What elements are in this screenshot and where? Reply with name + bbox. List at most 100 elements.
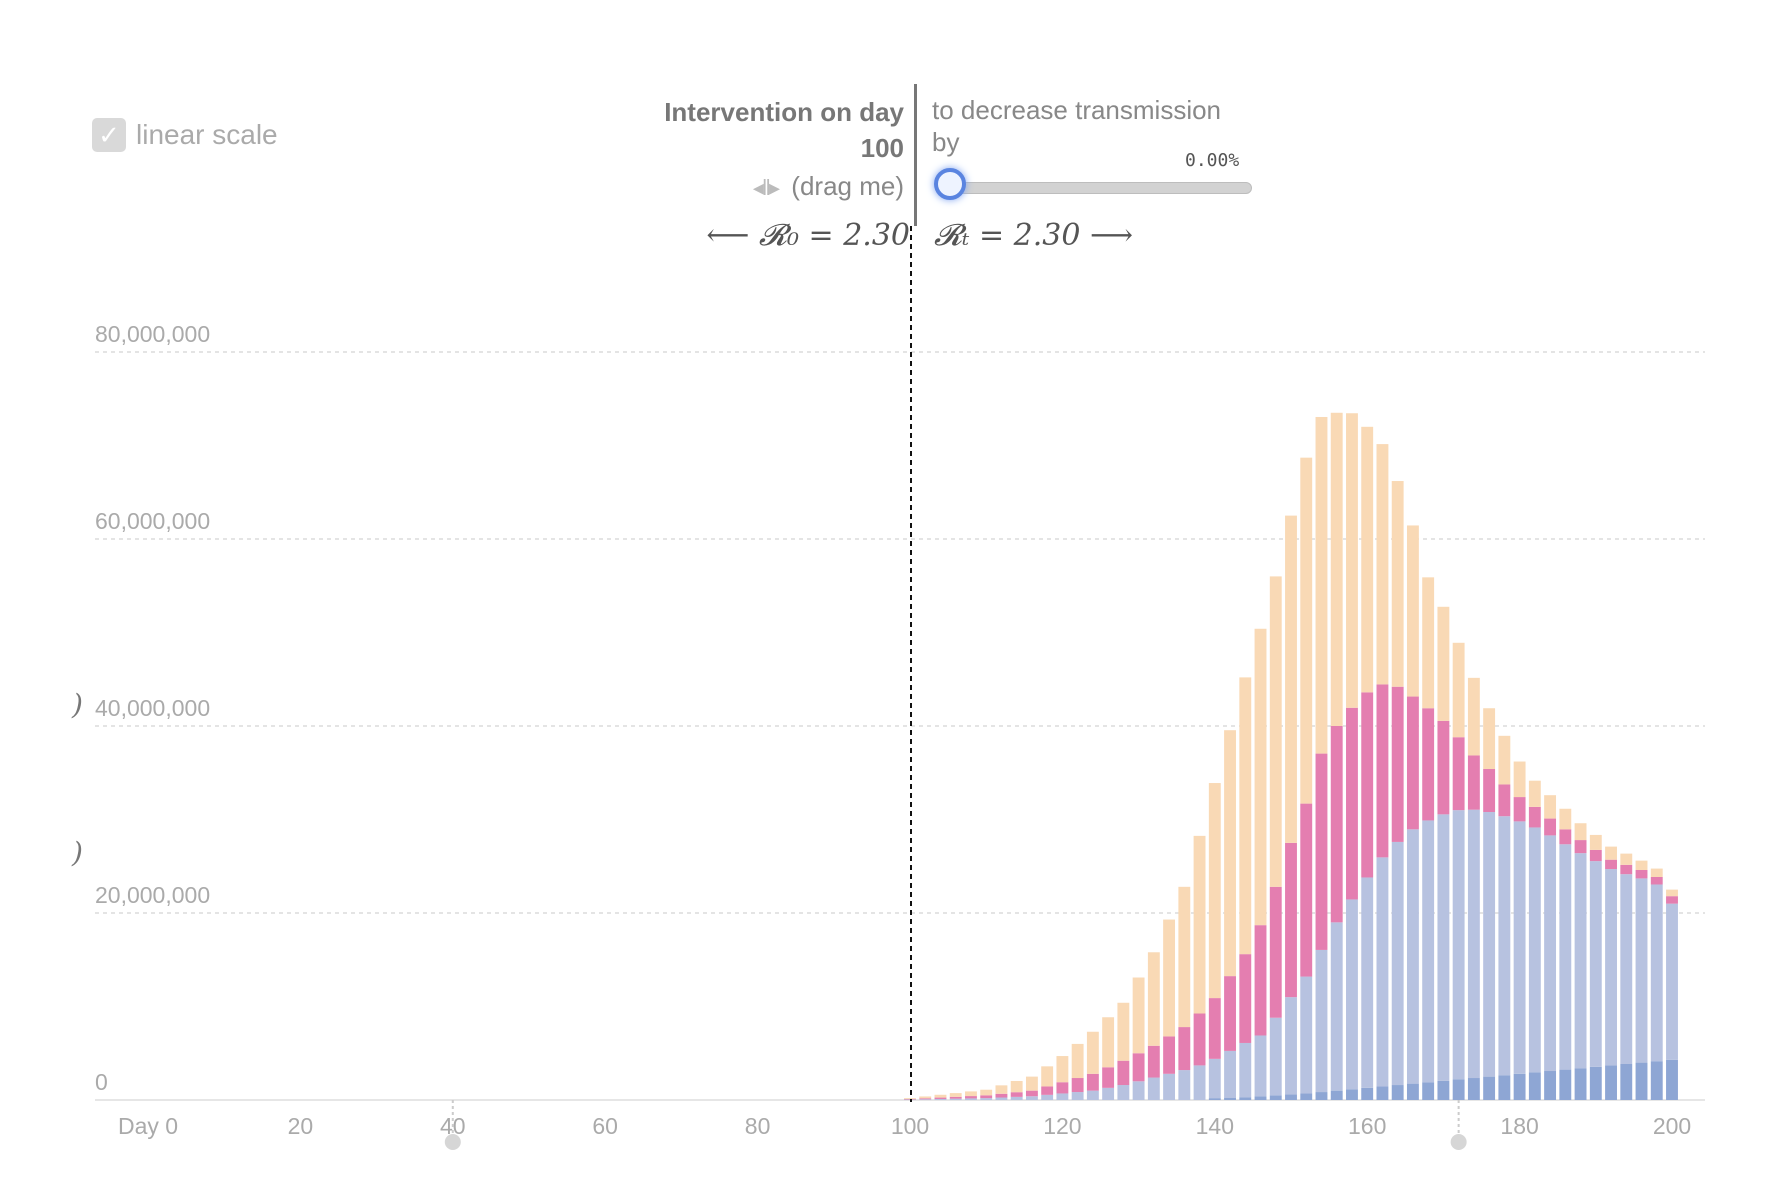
bar-exposed-day-190: [1589, 834, 1602, 850]
decrease-value: 0.00%: [1185, 150, 1240, 171]
checkbox-checked-icon[interactable]: ✓: [92, 118, 126, 152]
bar-deceased-day-140: [1208, 1098, 1221, 1100]
bar-exposed-day-134: [1163, 919, 1176, 1037]
bar-infectious-day-136: [1178, 1027, 1191, 1071]
bar-infectious-day-118: [1041, 1086, 1054, 1095]
bar-infectious-day-158: [1346, 707, 1358, 900]
bar-infectious-day-180: [1513, 797, 1526, 822]
bar-exposed-day-144: [1239, 677, 1252, 955]
bar-infectious-day-120: [1056, 1082, 1069, 1094]
bar-infectious-day-174: [1467, 755, 1480, 810]
bar-exposed-day-140: [1208, 783, 1221, 999]
bar-deceased-day-158: [1346, 1089, 1358, 1100]
bar-exposed-day-142: [1224, 730, 1236, 977]
bar-recovered-day-168: [1422, 820, 1435, 1083]
rt-label: 𝓡ₜ = 2.30 ⟶: [934, 218, 1133, 253]
bar-infectious-day-106: [949, 1096, 962, 1099]
bar-infectious-day-112: [995, 1093, 1008, 1098]
bar-exposed-day-136: [1178, 886, 1191, 1028]
bar-infectious-day-140: [1208, 998, 1221, 1059]
bar-infectious-day-124: [1086, 1073, 1099, 1091]
bar-exposed-day-112: [995, 1085, 1008, 1094]
bar-recovered-day-176: [1483, 812, 1496, 1077]
x-tick-label: Day 0: [118, 1113, 178, 1139]
bar-infectious-day-128: [1117, 1060, 1130, 1086]
range-handle-knob[interactable]: [444, 1134, 461, 1150]
bar-exposed-day-168: [1422, 577, 1435, 709]
bar-exposed-day-174: [1467, 677, 1480, 756]
bar-deceased-day-160: [1361, 1087, 1374, 1100]
bar-infectious-day-102: [919, 1098, 932, 1100]
bar-infectious-day-178: [1498, 784, 1511, 817]
bar-infectious-day-194: [1620, 864, 1633, 875]
linear-scale-toggle[interactable]: ✓ linear scale: [92, 118, 278, 152]
bar-exposed-day-138: [1193, 835, 1206, 1014]
bar-recovered-day-170: [1437, 814, 1450, 1081]
bar-deceased-day-182: [1528, 1072, 1541, 1100]
side-mark-1: ): [72, 688, 83, 721]
bar-exposed-day-124: [1086, 1031, 1099, 1074]
bar-exposed-day-126: [1102, 1017, 1115, 1068]
bar-deceased-day-176: [1483, 1076, 1496, 1100]
bar-recovered-day-140: [1208, 1058, 1221, 1099]
bar-exposed-day-156: [1330, 412, 1343, 726]
transmission-slider-track[interactable]: [946, 182, 1252, 194]
bar-exposed-day-122: [1071, 1043, 1084, 1079]
transmission-slider-thumb[interactable]: [934, 168, 966, 200]
bar-recovered-day-124: [1086, 1090, 1099, 1100]
bar-deceased-day-178: [1498, 1075, 1511, 1100]
bar-exposed-day-104: [934, 1094, 947, 1098]
bar-recovered-day-146: [1254, 1035, 1267, 1097]
intervention-day: 100: [860, 133, 904, 163]
bar-exposed-day-162: [1376, 444, 1389, 685]
bar-exposed-day-172: [1452, 642, 1465, 738]
bar-recovered-day-126: [1102, 1087, 1115, 1100]
bar-recovered-day-196: [1635, 878, 1648, 1063]
bar-exposed-day-180: [1513, 761, 1526, 798]
bar-recovered-day-194: [1620, 874, 1633, 1065]
bar-deceased-day-166: [1406, 1083, 1419, 1100]
bar-recovered-day-118: [1041, 1094, 1054, 1100]
bar-recovered-day-110: [980, 1098, 993, 1100]
intervention-control[interactable]: Intervention on day 100 ◂‖▸ (drag me): [664, 94, 904, 208]
bar-recovered-day-186: [1559, 844, 1572, 1070]
bar-exposed-day-198: [1650, 868, 1663, 878]
x-tick-label: 20: [288, 1113, 314, 1139]
side-mark-2: ): [72, 836, 83, 869]
bar-infectious-day-150: [1285, 842, 1297, 998]
bar-deceased-day-144: [1239, 1097, 1252, 1100]
bar-infectious-day-200: [1666, 896, 1678, 904]
x-tick-label: 180: [1500, 1113, 1538, 1139]
drag-handle-icon[interactable]: ◂‖▸: [752, 175, 780, 200]
bar-recovered-day-174: [1467, 809, 1480, 1079]
bar-infectious-day-148: [1269, 886, 1282, 1018]
bar-exposed-day-184: [1544, 795, 1557, 819]
bar-exposed-day-132: [1147, 952, 1160, 1046]
bar-infectious-day-182: [1528, 806, 1541, 828]
bar-exposed-day-150: [1285, 515, 1297, 843]
r0-label: ⟵ 𝓡₀ = 2.30: [706, 218, 910, 253]
bar-infectious-day-168: [1422, 708, 1435, 821]
bar-recovered-day-160: [1361, 877, 1374, 1088]
bar-deceased-day-180: [1513, 1073, 1526, 1100]
grid-lines: [95, 351, 1705, 1101]
x-tick-label: 100: [891, 1113, 929, 1139]
y-tick-label: 60,000,000: [95, 508, 210, 534]
bar-exposed-day-154: [1315, 416, 1328, 754]
bar-exposed-day-148: [1269, 576, 1282, 887]
bar-recovered-day-158: [1346, 899, 1358, 1090]
bar-infectious-day-122: [1071, 1078, 1084, 1093]
bar-recovered-day-178: [1498, 816, 1511, 1076]
bar-exposed-day-164: [1391, 481, 1404, 687]
bar-infectious-day-160: [1361, 692, 1374, 878]
bar-infectious-day-134: [1163, 1036, 1176, 1074]
bar-exposed-day-110: [980, 1089, 993, 1096]
bar-infectious-day-188: [1574, 840, 1587, 854]
bar-exposed-day-196: [1635, 860, 1648, 870]
range-handles: [444, 1100, 1467, 1150]
bar-recovered-day-156: [1330, 922, 1343, 1091]
bar-infectious-day-156: [1330, 726, 1343, 923]
bar-exposed-day-192: [1605, 846, 1617, 860]
bar-infectious-day-196: [1635, 869, 1648, 879]
range-handle-knob[interactable]: [1450, 1134, 1467, 1150]
